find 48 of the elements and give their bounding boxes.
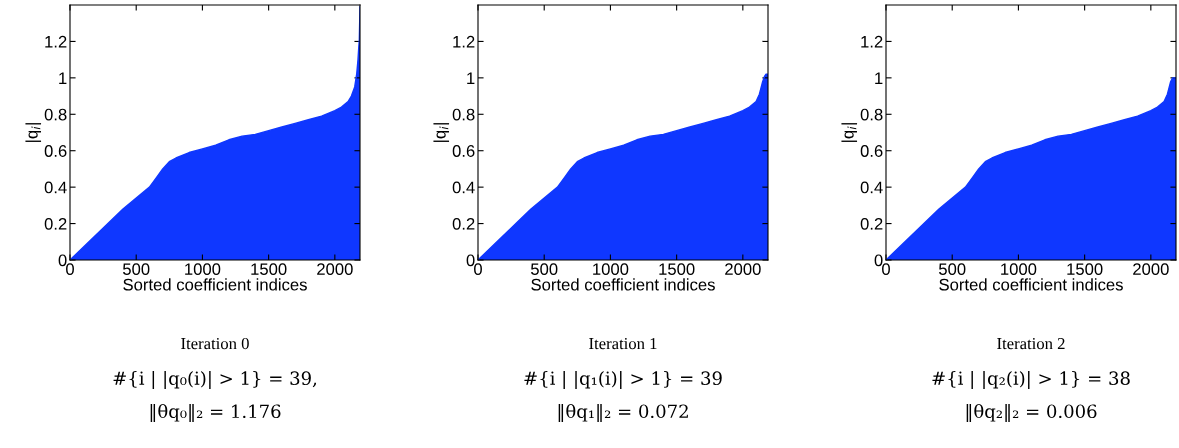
text: ‖θq₂‖₂ = 0.006: [966, 403, 1097, 423]
x-axis-title: Sorted coefficient indices: [939, 278, 1123, 291]
y-tick-label: 0: [874, 254, 883, 267]
text: ‖θq₁‖₂ = 0.072: [558, 403, 688, 423]
y-tick-label: 0.2: [452, 217, 475, 230]
y-tick-label: 1.2: [45, 35, 67, 48]
y-tick-label: 0: [466, 254, 475, 267]
x-tick-label: 500: [122, 263, 150, 276]
y-tick-label: 0.6: [860, 145, 883, 157]
text: Iteration 0: [181, 337, 249, 350]
y-tick-label: 1: [59, 72, 67, 84]
y-tick-label: 0.4: [452, 181, 475, 194]
y-tick-label: 0.4: [860, 181, 883, 194]
x-tick-label: 1000: [185, 263, 221, 276]
x-tick-label: 1500: [1067, 263, 1103, 276]
x-tick-label: 2000: [317, 263, 353, 276]
text: #{i | |q₀(i)| > 1} = 39,: [113, 370, 317, 390]
x-axis-title: Sorted coefficient indices: [123, 278, 307, 291]
y-tick-label: 0.6: [452, 145, 475, 157]
x-tick-label: 500: [530, 263, 558, 276]
y-tick-label: 0: [58, 254, 67, 267]
y-tick-label: 1.2: [861, 35, 883, 48]
y-tick-label: 1.2: [453, 35, 475, 48]
x-axis-title: Sorted coefficient indices: [531, 278, 715, 291]
y-axis-title: |q$_{i}$|: [25, 123, 42, 142]
x-tick-label: 2000: [725, 263, 761, 276]
text: ‖θq₀‖₂ = 1.176: [150, 403, 281, 423]
y-tick-label: 0.8: [452, 108, 475, 121]
y-tick-label: 1: [875, 72, 883, 84]
y-tick-label: 0.2: [44, 217, 67, 230]
y-axis-title: |q$_{i}$|: [433, 123, 450, 142]
x-tick-label: 1000: [593, 263, 629, 276]
y-tick-label: 0.4: [44, 181, 67, 194]
y-axis-title: |q$_{i}$|: [841, 123, 858, 142]
y-tick-label: 0.8: [860, 108, 883, 121]
y-tick-label: 0.2: [860, 217, 883, 230]
y-tick-label: 0.8: [44, 108, 67, 121]
y-tick-label: 0.6: [44, 145, 67, 157]
x-tick-label: 1500: [251, 263, 287, 276]
text: Iteration 1: [589, 337, 657, 350]
x-tick-label: 500: [938, 263, 966, 276]
text: Iteration 2: [997, 337, 1065, 350]
x-tick-label: 2000: [1133, 263, 1169, 276]
x-tick-label: 1000: [1001, 263, 1037, 276]
text: #{i | |q₁(i)| > 1} = 39: [524, 370, 722, 390]
x-tick-label: 1500: [659, 263, 695, 276]
y-tick-label: 1: [467, 72, 475, 84]
text: #{i | |q₂(i)| > 1} = 38: [932, 370, 1130, 390]
